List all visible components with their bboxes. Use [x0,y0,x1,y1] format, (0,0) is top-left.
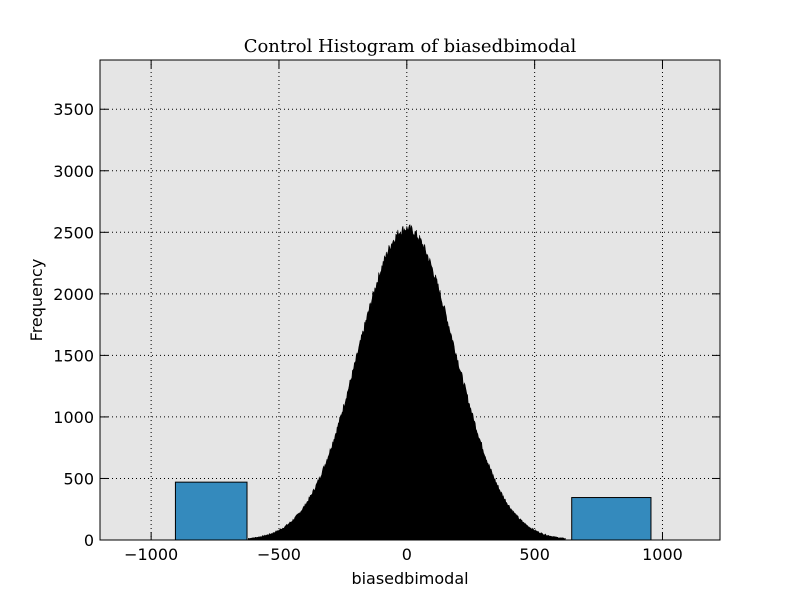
y-tick-label: 3000 [53,162,94,181]
x-tick-label: 500 [519,545,550,564]
x-tick-label: 0 [402,545,412,564]
y-axis-label: Frequency [27,259,46,342]
x-tick-label: −500 [257,545,301,564]
y-tick-label: 0 [84,531,94,550]
gaussian-histogram-fill [247,224,566,541]
histogram-bar [571,497,652,541]
histogram-bars [174,224,652,541]
y-tick-label: 3500 [53,100,94,119]
x-axis-label: biasedbimodal [351,569,468,588]
y-tick-label: 2500 [53,223,94,242]
plot-frame [99,59,721,541]
chart-title: Control Histogram of biasedbimodal [244,36,577,57]
x-tick-label: 1000 [642,545,683,564]
y-tick-label: 2000 [53,285,94,304]
axes: −1000 −500 0 500 1000 0 500 1000 1500 2000 2500 300… [53,59,721,564]
x-tick-label: −1000 [124,545,178,564]
y-tick-label: 1000 [53,408,94,427]
y-tick-label: 500 [63,469,94,488]
y-tick-label: 1500 [53,346,94,365]
histogram-bar [174,481,248,541]
